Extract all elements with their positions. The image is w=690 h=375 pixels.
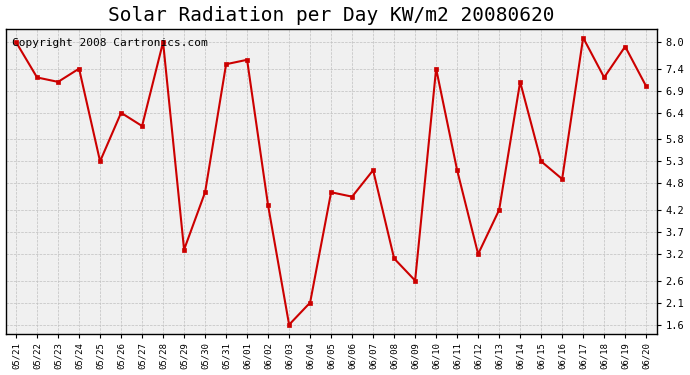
Text: Copyright 2008 Cartronics.com: Copyright 2008 Cartronics.com — [12, 38, 208, 48]
Title: Solar Radiation per Day KW/m2 20080620: Solar Radiation per Day KW/m2 20080620 — [108, 6, 554, 24]
